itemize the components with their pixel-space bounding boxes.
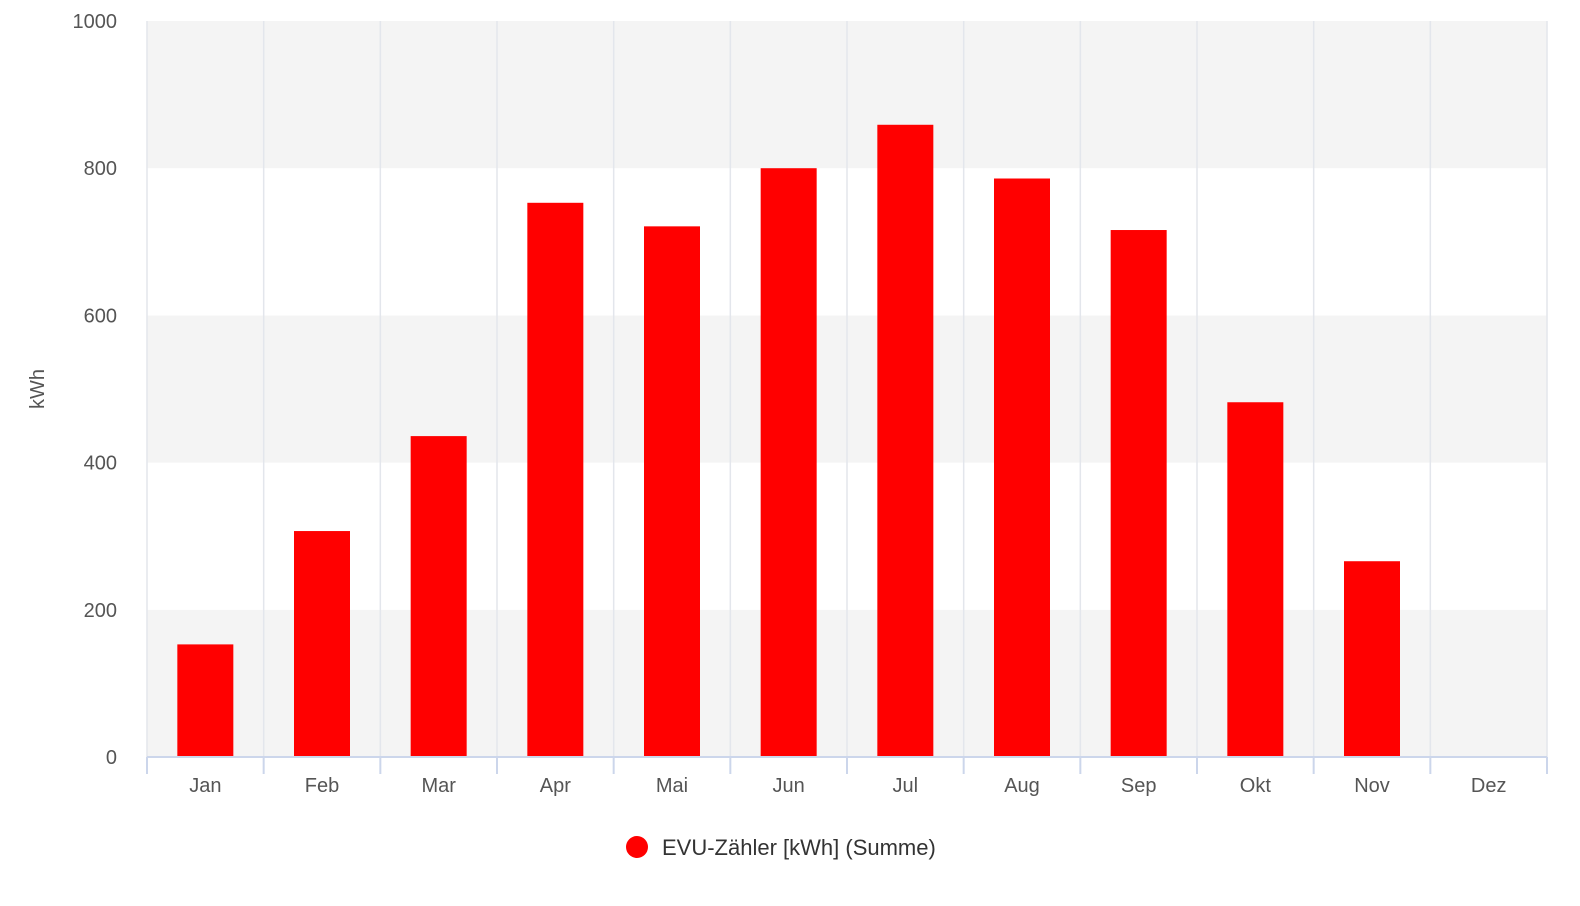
x-tick-label: Feb — [305, 775, 339, 797]
vertical-gridlines — [146, 21, 1548, 757]
y-tick-label: 600 — [84, 305, 117, 327]
x-tick-label: Mai — [656, 775, 688, 797]
x-tick-label: Nov — [1354, 775, 1390, 797]
y-axis: 0 200 400 600 800 1000 — [73, 11, 118, 769]
y-tick-label: 0 — [106, 747, 117, 769]
y-tick-label: 1000 — [73, 11, 118, 33]
x-tick-label: Sep — [1121, 775, 1157, 797]
y-tick-label: 200 — [84, 600, 117, 622]
x-tick-label: Dez — [1471, 775, 1507, 797]
x-tick-label: Jan — [189, 775, 221, 797]
bar-jul[interactable] — [877, 124, 934, 757]
x-tick-label: Aug — [1004, 775, 1040, 797]
x-tick-label: Jun — [773, 775, 805, 797]
y-tick-label: 400 — [84, 453, 117, 475]
bar-jan[interactable] — [177, 644, 234, 757]
bar-mai[interactable] — [644, 226, 700, 757]
legend[interactable]: EVU-Zähler [kWh] (Summe) — [626, 835, 936, 860]
bar-okt[interactable] — [1227, 402, 1284, 757]
bar-apr[interactable] — [527, 202, 584, 758]
y-axis-title: kWh — [27, 369, 49, 409]
legend-marker-icon — [626, 836, 648, 858]
x-tick-label: Apr — [540, 775, 571, 797]
x-axis: Jan Feb Mar Apr Mai Jun Jul Aug Sep Okt Nov Dez — [146, 756, 1548, 797]
x-tick-label: Okt — [1240, 775, 1272, 797]
bar-jun[interactable] — [760, 168, 817, 757]
bar-mar[interactable] — [410, 436, 467, 757]
x-tick-label: Mar — [421, 775, 456, 797]
x-tick-label: Jul — [893, 775, 919, 797]
bar-aug[interactable] — [994, 178, 1050, 757]
bar-sep[interactable] — [1110, 230, 1167, 758]
bar-feb[interactable] — [294, 531, 350, 757]
legend-label[interactable]: EVU-Zähler [kWh] (Summe) — [662, 835, 936, 860]
y-tick-label: 800 — [84, 158, 117, 180]
bar-nov[interactable] — [1344, 561, 1400, 757]
bar-series — [177, 124, 1400, 758]
